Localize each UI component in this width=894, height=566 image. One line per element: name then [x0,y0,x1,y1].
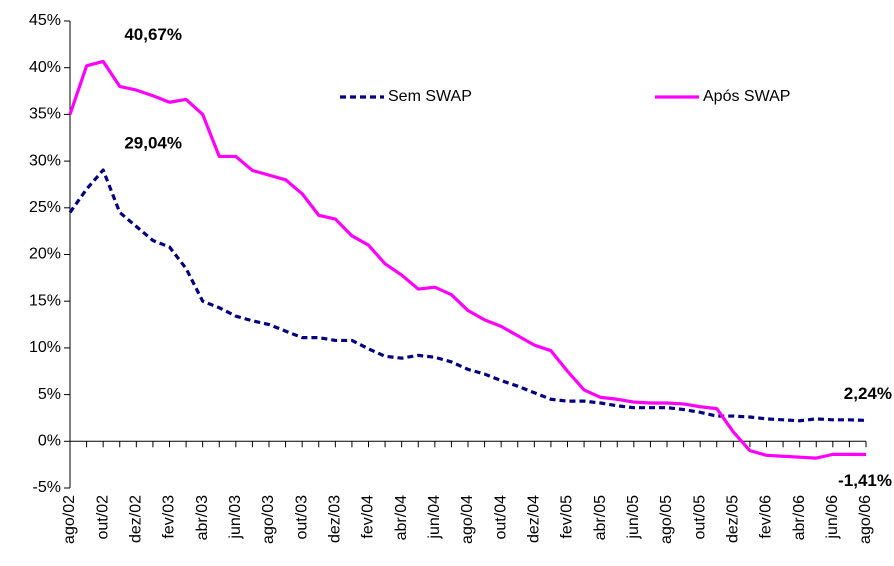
x-tick-label: fev/06 [758,495,775,539]
x-tick-label: abr/04 [393,495,410,540]
y-tick-label: 10% [29,339,61,356]
x-tick-label: out/03 [293,495,310,540]
x-tick-label: jun/04 [426,495,443,540]
x-tick-label: fev/04 [360,495,377,539]
x-tick-label: jun/06 [824,495,841,540]
series-line [68,168,867,423]
data-label: 2,24% [844,384,892,403]
x-tick-label: out/05 [691,495,708,540]
x-tick-label: ago/04 [459,495,476,544]
x-tick-label: out/02 [94,495,111,540]
legend-label: Após SWAP [703,88,790,105]
y-tick-label: 45% [29,12,61,29]
y-tick-label: 0% [38,433,61,450]
x-tick-label: abr/06 [791,495,808,540]
x-tick-label: out/04 [492,495,509,540]
y-tick-label: 5% [38,386,61,403]
x-tick-label: dez/05 [725,495,742,543]
x-tick-label: ago/05 [658,495,675,544]
x-tick-label: dez/02 [128,495,145,543]
y-tick-label: 15% [29,292,61,309]
y-tick-label: 20% [29,246,61,263]
x-tick-label: dez/03 [327,495,344,543]
x-tick-label: ago/06 [857,495,874,544]
x-tick-label: dez/04 [526,495,543,543]
x-tick-label: fev/05 [559,495,576,539]
x-tick-label: abr/05 [592,495,609,540]
x-tick-label: jun/03 [227,495,244,540]
y-tick-label: -5% [33,479,61,496]
data-label: -1,41% [838,471,892,490]
x-tick-label: fev/03 [161,495,178,539]
y-tick-label: 35% [29,106,61,123]
data-label: 29,04% [124,134,182,153]
x-tick-label: jun/05 [625,495,642,540]
y-tick-label: 25% [29,199,61,216]
legend-label: Sem SWAP [388,88,472,105]
series-line [68,59,867,460]
x-tick-label: ago/02 [61,495,78,544]
data-label: 40,67% [124,25,182,44]
y-tick-label: 30% [29,152,61,169]
y-tick-label: 40% [29,59,61,76]
x-tick-label: ago/03 [260,495,277,544]
x-tick-label: abr/03 [194,495,211,540]
